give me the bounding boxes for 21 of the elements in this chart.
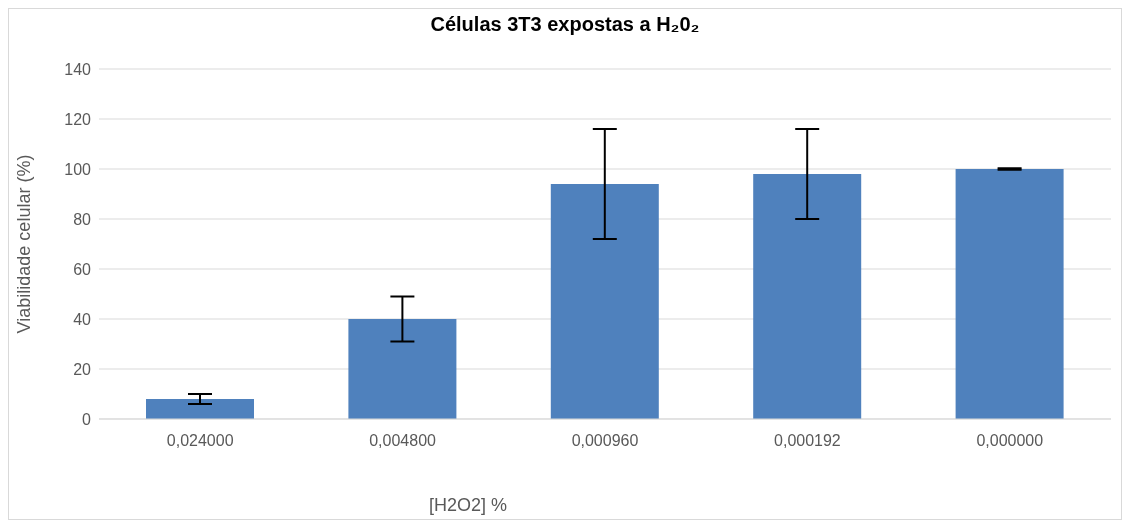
- x-tick-label: 0,000000: [976, 432, 1044, 450]
- bar: [146, 399, 254, 419]
- bar: [348, 319, 457, 419]
- bar: [753, 174, 862, 419]
- y-tick-label: 120: [64, 110, 92, 128]
- y-tick-label: 140: [64, 60, 92, 78]
- bar: [955, 169, 1064, 419]
- x-tick-label: 0,004800: [369, 432, 437, 450]
- x-axis-title: [H2O2] %: [429, 495, 508, 516]
- y-tick-label: 60: [73, 260, 92, 278]
- y-tick-label: 40: [73, 310, 92, 328]
- x-tick-label: 0,000960: [571, 432, 639, 450]
- y-axis-title: Viabilidade celular (%): [14, 154, 35, 334]
- y-tick-label: 0: [82, 410, 92, 428]
- chart-title: Células 3T3 expostas a H₂0₂: [429, 13, 701, 36]
- y-tick-label: 100: [64, 160, 92, 178]
- y-tick-label: 20: [73, 360, 92, 378]
- y-tick-label: 80: [73, 210, 92, 228]
- bar: [550, 184, 659, 419]
- x-tick-label: 0,000192: [774, 432, 841, 450]
- x-tick-label: 0,024000: [166, 432, 234, 450]
